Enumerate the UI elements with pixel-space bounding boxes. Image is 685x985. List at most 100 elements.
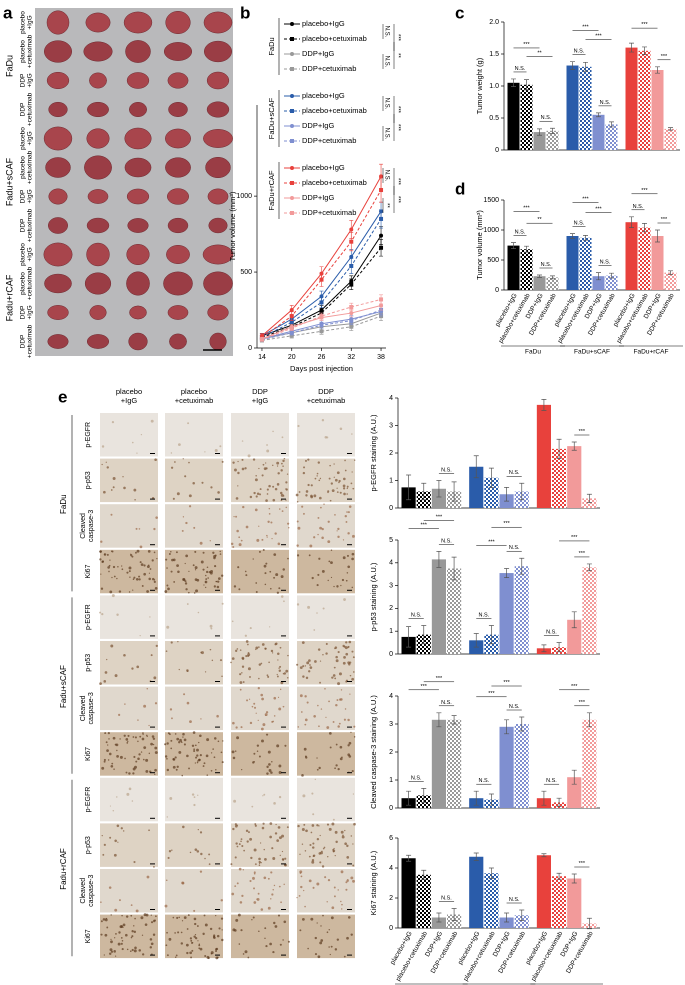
significance-label: N.S. [600, 260, 611, 266]
stain-dot [125, 771, 128, 774]
stain-dot [137, 740, 139, 743]
stain-dot [259, 488, 262, 491]
stain-dot [335, 764, 338, 767]
row-label: +IgG [27, 305, 34, 319]
legend-label: DDP+cetuximab [302, 208, 356, 217]
stain-dot [202, 568, 205, 571]
stain-dot [184, 475, 187, 478]
y-tick-label: 5 [389, 537, 393, 544]
error-bar [609, 272, 614, 279]
y-tick-label: 6 [389, 835, 393, 842]
stain-dot [249, 879, 252, 883]
stain-dot [175, 954, 178, 957]
y-tick-label: 2 [389, 895, 393, 902]
stain-image [297, 686, 355, 731]
stain-dot [106, 749, 109, 753]
stain-dot [99, 611, 102, 614]
legend-marker [290, 94, 294, 98]
stain-dot [148, 572, 151, 574]
tumor-photo [86, 128, 110, 149]
y-tick-label: 4 [389, 395, 393, 402]
stain-dot [282, 705, 285, 708]
stain-dot [123, 734, 126, 737]
stain-dot [273, 884, 276, 887]
group-label: FaDu+sCAF [574, 349, 610, 356]
legend-label: placebo+cetuximab [302, 34, 367, 43]
stain-dot [197, 940, 199, 942]
bar [514, 724, 529, 808]
tumor-photo [205, 156, 231, 179]
bar [552, 448, 567, 508]
row-label: Cleaved [80, 513, 87, 539]
significance-label: N.S. [441, 895, 452, 901]
stain-dot [126, 792, 130, 796]
stain-dot [136, 549, 140, 553]
stain-dot [340, 584, 342, 587]
stain-dot [166, 931, 168, 934]
stain-dot [237, 471, 240, 475]
stain-dot [281, 850, 284, 853]
stain-dot [304, 665, 307, 667]
row-label: +cetuximab [27, 208, 34, 242]
stain-dot [111, 550, 114, 553]
error-bar [668, 127, 673, 131]
tumor-photo [124, 157, 152, 178]
y-tick-label: 2 [389, 749, 393, 756]
stain-dot [247, 956, 250, 959]
stain-dot [209, 927, 213, 931]
bar [638, 50, 651, 150]
stain-dot [324, 876, 327, 879]
group-label: Fadu+sCAF [4, 157, 14, 206]
tumor-photo [89, 305, 107, 320]
stain-image [100, 641, 158, 685]
stain-image [297, 869, 355, 913]
stain-dot [308, 670, 311, 673]
stain-dot [170, 570, 173, 573]
legend-group: FaDu+rCAF [267, 170, 276, 211]
stain-dot [181, 920, 184, 922]
stain-dot [108, 570, 110, 573]
stain-dot [251, 805, 254, 808]
stain-dot [99, 550, 103, 553]
error-bar [488, 625, 494, 645]
stain-dot [153, 551, 156, 554]
stain-dot [345, 888, 348, 891]
stain-dot [170, 747, 173, 750]
stain-dot [347, 744, 350, 747]
tumor-photo [165, 128, 191, 149]
stain-dot [287, 522, 290, 525]
stain-dot [339, 745, 343, 749]
stain-dot [112, 565, 116, 569]
stain-dot [236, 648, 239, 650]
bar [566, 65, 579, 150]
stain-image [297, 413, 355, 457]
stain-dot [194, 936, 198, 940]
stain-dot [278, 885, 281, 888]
stain-dot [257, 687, 260, 690]
stain-dot [346, 511, 348, 513]
stain-dot [304, 459, 308, 462]
stain-dot [256, 750, 259, 752]
stain-dot [235, 918, 239, 922]
stain-dot [278, 667, 280, 669]
stain-dot [140, 563, 144, 566]
stain-dot [342, 487, 346, 490]
stain-dot [296, 520, 299, 523]
error-bar [436, 551, 442, 568]
significance-label: N.S. [383, 56, 389, 68]
stain-dot [109, 948, 113, 952]
stain-dot [128, 772, 131, 775]
stain-dot [286, 676, 289, 679]
stain-dot [335, 743, 338, 746]
stain-dot [128, 591, 131, 593]
significance-label: N.S. [441, 538, 452, 544]
error-bar [583, 235, 588, 241]
y-tick-label: 500 [240, 269, 252, 276]
stain-dot [321, 527, 324, 531]
stain-dot [280, 595, 284, 598]
stain-dot [211, 659, 214, 662]
stain-dot [103, 843, 106, 846]
stain-dot [182, 736, 184, 738]
stain-dot [101, 560, 105, 563]
